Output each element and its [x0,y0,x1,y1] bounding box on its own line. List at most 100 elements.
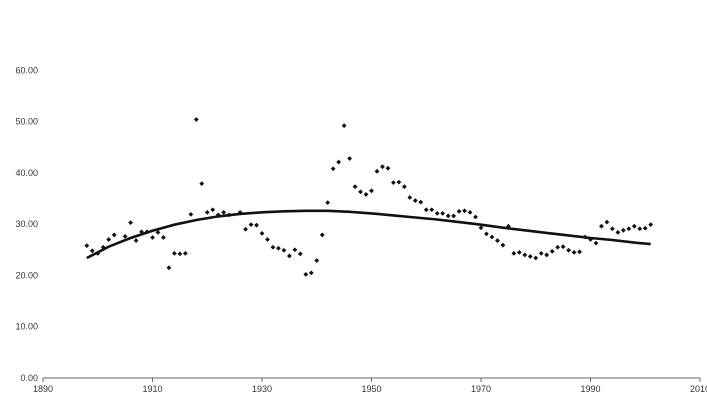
data-point [314,258,320,263]
data-point [451,213,457,219]
x-tick-label: 1990 [580,384,600,394]
x-tick-label: 1910 [142,384,162,394]
trend-line [86,209,651,260]
data-point [396,179,402,185]
data-point [270,244,276,250]
data-point [560,244,566,250]
data-point [555,244,561,250]
data-point [511,250,517,256]
data-point [631,223,637,229]
data-point [582,234,588,240]
data-point [199,181,205,187]
data-point [111,232,117,238]
data-point [292,247,298,253]
data-point [369,188,374,194]
y-tick-label: 0.00 [20,373,38,383]
data-point [204,209,210,215]
data-point [319,232,325,238]
data-point [254,222,259,228]
data-point [215,212,221,218]
x-tick-label: 2010 [690,384,707,394]
data-point [445,213,451,219]
y-tick-label: 30.00 [15,219,38,229]
data-point [500,242,506,248]
data-point [456,208,462,214]
data-point [462,208,467,214]
y-tick-label: 20.00 [15,270,38,280]
data-point [139,229,144,235]
data-point [484,231,489,237]
data-point [538,250,544,256]
data-point [128,220,133,226]
data-point [577,249,582,255]
data-point [571,249,577,255]
data-point [210,207,216,213]
data-point [412,198,418,203]
data-point [599,223,604,229]
data-point [89,248,95,254]
data-point [467,209,473,215]
data-point [566,247,571,253]
data-point [243,226,248,232]
data-point [161,235,166,240]
x-tick-label: 1890 [33,384,53,394]
data-point [648,222,654,228]
data-point [407,195,413,200]
data-point [276,245,281,251]
data-point [505,223,511,229]
data-point [341,123,347,129]
data-point [593,240,599,246]
data-point [527,254,533,259]
x-tick-label: 1930 [252,384,272,394]
data-point [84,243,90,249]
data-point [434,210,440,216]
data-point [100,244,106,250]
data-point [495,238,500,243]
data-point [473,214,478,220]
data-point [95,250,101,256]
data-point [478,225,484,231]
data-point [193,117,199,122]
data-point [385,165,391,171]
data-point [133,238,139,243]
data-point [265,237,270,242]
x-tick-label: 1950 [361,384,381,394]
data-point [177,251,183,257]
data-point [423,207,429,213]
data-point [620,227,626,233]
data-point [155,229,161,235]
data-point [330,166,336,172]
data-point [626,226,632,232]
data-point [401,184,407,190]
x-axis: 1890 1910 1930 1950 1970 1990 2010 [33,378,707,394]
data-points [84,117,654,277]
data-point [533,255,539,261]
data-point [286,253,292,259]
data-point [226,212,232,218]
data-point [122,234,128,239]
data-point [604,219,610,225]
data-point [429,207,435,213]
data-point [172,250,177,256]
data-point [308,270,314,276]
data-point [336,159,342,165]
data-point [610,226,615,232]
data-point [440,210,446,216]
y-tick-label: 60.00 [15,65,38,75]
data-point [615,229,621,235]
data-point [363,191,369,197]
data-point [489,234,495,240]
data-point [106,237,112,242]
data-point [150,235,155,240]
data-point [358,189,363,195]
data-point [182,250,188,256]
data-point [549,248,555,254]
data-point [259,230,265,236]
data-point [391,180,396,186]
data-point [297,251,303,257]
data-point [544,252,550,258]
data-point [237,209,243,215]
data-point [303,272,309,277]
data-point [516,249,522,255]
data-point [281,247,287,253]
